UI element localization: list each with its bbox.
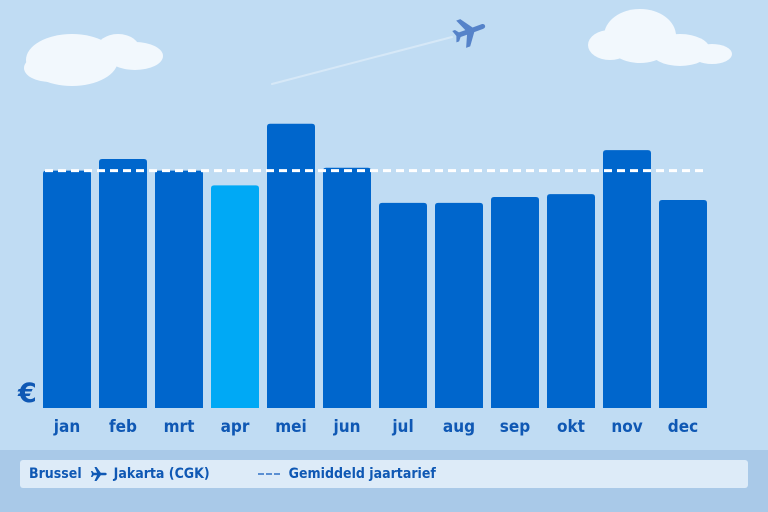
- month-label-mei: mei: [275, 417, 307, 437]
- average-dash-swatch: [257, 473, 280, 475]
- airplane-icon: [452, 19, 486, 48]
- bar-mei: [267, 123, 315, 408]
- average-label: Gemiddeld jaartarief: [288, 466, 436, 482]
- month-label-nov: nov: [611, 417, 642, 437]
- month-label-okt: okt: [557, 417, 585, 437]
- bar-feb: [99, 158, 147, 408]
- fare-bar-chart: jan feb mrt apr mei jun jul aug sep okt nov dec: [24, 9, 732, 437]
- destination-city: Jakarta (CGK): [113, 466, 210, 482]
- month-label-feb: feb: [109, 417, 137, 437]
- month-label-jun: jun: [332, 417, 360, 437]
- bar-jan: [43, 170, 91, 408]
- bar-sep: [491, 197, 539, 408]
- origin-city: Brussel: [29, 466, 82, 482]
- bars: [43, 123, 707, 408]
- route-label: Brussel Jakarta (CGK): [29, 466, 210, 482]
- y-axis-currency-label: €: [18, 378, 37, 409]
- bar-jun: [323, 167, 371, 408]
- legend: Brussel Jakarta (CGK) Gemiddeld jaartari…: [20, 460, 748, 488]
- month-label-aug: aug: [443, 417, 475, 437]
- cloud-left: [24, 34, 163, 86]
- bar-dec: [659, 199, 707, 408]
- bar-okt: [547, 194, 595, 408]
- month-label-apr: apr: [221, 417, 250, 437]
- month-label-mrt: mrt: [164, 417, 195, 437]
- cloud-right: [588, 9, 732, 66]
- route-airplane-icon: [90, 467, 108, 481]
- bar-aug: [435, 202, 483, 408]
- bar-apr: [211, 185, 259, 408]
- month-label-dec: dec: [668, 417, 698, 437]
- month-labels: jan feb mrt apr mei jun jul aug sep okt nov dec: [53, 417, 698, 437]
- month-label-sep: sep: [500, 417, 530, 437]
- plane-contrail: [271, 36, 453, 85]
- month-label-jul: jul: [391, 417, 413, 437]
- month-label-jan: jan: [53, 417, 80, 437]
- bar-nov: [603, 150, 651, 408]
- sky-decoration: [24, 9, 732, 86]
- legend-average-entry: Gemiddeld jaartarief: [257, 466, 436, 482]
- bar-jul: [379, 202, 427, 408]
- bar-mrt: [155, 170, 203, 408]
